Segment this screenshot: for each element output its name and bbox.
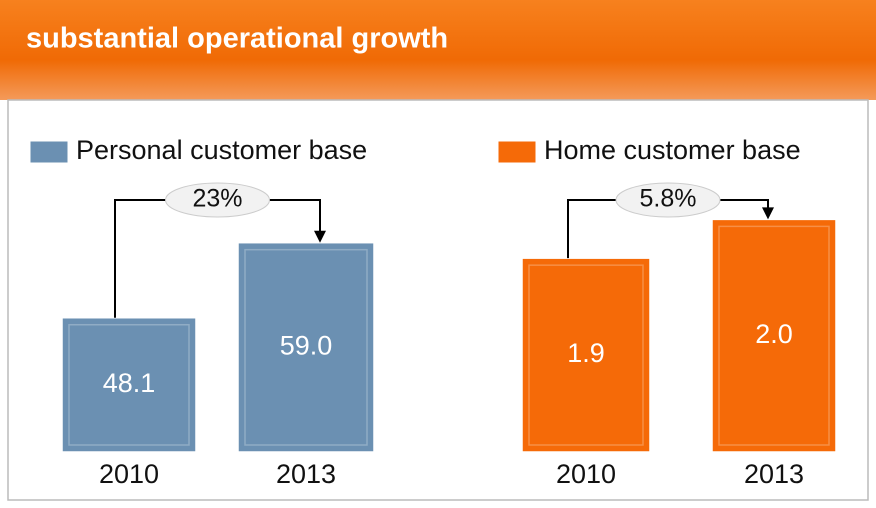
- value-label: 1.9: [567, 338, 605, 368]
- bar-inner: [528, 264, 644, 446]
- bar: [237, 241, 375, 453]
- category-label: 2010: [556, 459, 616, 489]
- category-label: 2010: [99, 459, 159, 489]
- arrow-head: [314, 230, 326, 243]
- bar-inner: [244, 248, 368, 446]
- arrow-head: [762, 207, 774, 220]
- category-label: 2013: [276, 459, 336, 489]
- bar-inner: [68, 323, 190, 446]
- annotation-bubble: [615, 182, 721, 218]
- header-band: [0, 0, 876, 100]
- bar: [61, 316, 197, 453]
- value-label: 48.1: [103, 368, 156, 398]
- bar-inner: [718, 225, 830, 446]
- legend-label: Home customer base: [544, 135, 801, 165]
- legend-label: Personal customer base: [76, 135, 367, 165]
- bar: [711, 218, 837, 453]
- annotation-bubble: [165, 182, 270, 218]
- growth-annotation: 5.8%: [640, 185, 697, 213]
- legend-swatch: [497, 140, 537, 164]
- category-label: 2013: [744, 459, 804, 489]
- growth-annotation: 23%: [192, 185, 242, 213]
- slide-title: substantial operational growth: [26, 23, 448, 55]
- value-label: 2.0: [755, 319, 793, 349]
- bar: [521, 257, 651, 453]
- value-label: 59.0: [280, 330, 333, 360]
- legend-swatch: [29, 140, 69, 164]
